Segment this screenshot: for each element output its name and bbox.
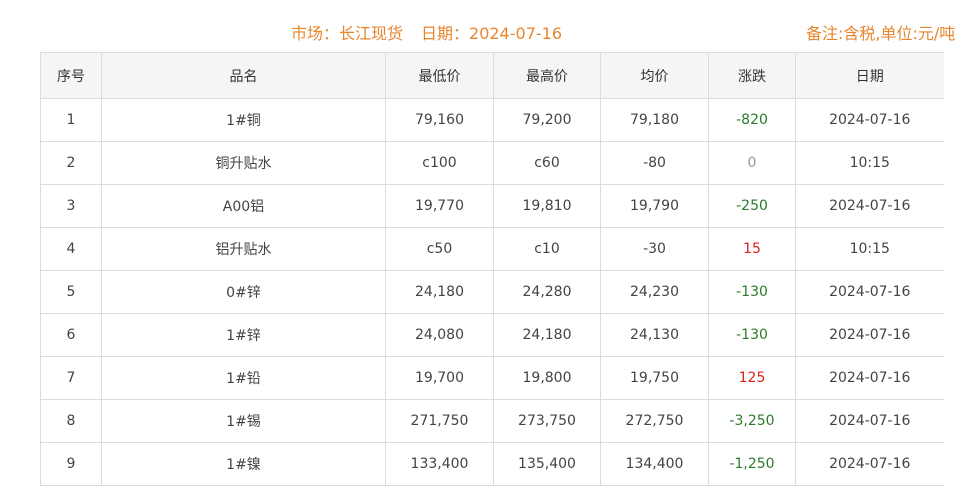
table-row: 1 1#铜 79,160 79,200 79,180 -820 2024-07-16 xyxy=(40,98,944,142)
table-row: 3 A00铝 19,770 19,810 19,790 -250 2024-07-16 xyxy=(40,184,944,228)
cell-avg: 19,750 xyxy=(600,356,709,400)
cell-change: -130 xyxy=(708,270,796,314)
cell-date: 2024-07-16 xyxy=(795,356,944,400)
cell-date: 2024-07-16 xyxy=(795,442,944,486)
cell-no: 6 xyxy=(40,313,102,357)
cell-no: 8 xyxy=(40,399,102,443)
cell-low: c50 xyxy=(385,227,494,271)
cell-name: 铜升贴水 xyxy=(101,141,386,185)
cell-avg: 24,130 xyxy=(600,313,709,357)
unit-note: 备注:含税,单位:元/吨 xyxy=(806,24,956,43)
table-row: 6 1#锌 24,080 24,180 24,130 -130 2024-07-16 xyxy=(40,313,944,357)
header-avg: 均价 xyxy=(600,52,709,99)
cell-no: 2 xyxy=(40,141,102,185)
cell-name: 1#铜 xyxy=(101,98,386,142)
cell-date: 2024-07-16 xyxy=(795,313,944,357)
cell-change: 15 xyxy=(708,227,796,271)
cell-high: c60 xyxy=(493,141,601,185)
cell-high: 24,180 xyxy=(493,313,601,357)
cell-change: -130 xyxy=(708,313,796,357)
date-label: 日期：2024-07-16 xyxy=(421,24,563,43)
table-row: 8 1#锡 271,750 273,750 272,750 -3,250 2024-07-1… xyxy=(40,399,944,443)
cell-no: 9 xyxy=(40,442,102,486)
cell-date: 2024-07-16 xyxy=(795,184,944,228)
cell-date: 2024-07-16 xyxy=(795,270,944,314)
cell-change: -250 xyxy=(708,184,796,228)
cell-low: 79,160 xyxy=(385,98,494,142)
cell-change: 125 xyxy=(708,356,796,400)
header-low: 最低价 xyxy=(385,52,494,99)
cell-low: c100 xyxy=(385,141,494,185)
table-header-row: 序号 品名 最低价 最高价 均价 涨跌 日期 xyxy=(40,52,944,99)
cell-high: 135,400 xyxy=(493,442,601,486)
header-high: 最高价 xyxy=(493,52,601,99)
cell-avg: -80 xyxy=(600,141,709,185)
cell-avg: -30 xyxy=(600,227,709,271)
table-row: 2 铜升贴水 c100 c60 -80 0 10:15 xyxy=(40,141,944,185)
cell-name: 铝升贴水 xyxy=(101,227,386,271)
table-row: 7 1#铅 19,700 19,800 19,750 125 2024-07-16 xyxy=(40,356,944,400)
cell-low: 133,400 xyxy=(385,442,494,486)
cell-date: 10:15 xyxy=(795,141,944,185)
cell-change: 0 xyxy=(708,141,796,185)
cell-no: 1 xyxy=(40,98,102,142)
cell-no: 3 xyxy=(40,184,102,228)
cell-low: 19,770 xyxy=(385,184,494,228)
cell-name: 1#锌 xyxy=(101,313,386,357)
cell-avg: 134,400 xyxy=(600,442,709,486)
cell-low: 271,750 xyxy=(385,399,494,443)
cell-change: -820 xyxy=(708,98,796,142)
cell-no: 5 xyxy=(40,270,102,314)
market-title: 市场：长江现货 日期：2024-07-16 xyxy=(291,20,562,44)
cell-name: A00铝 xyxy=(101,184,386,228)
cell-high: 19,810 xyxy=(493,184,601,228)
cell-low: 19,700 xyxy=(385,356,494,400)
cell-date: 10:15 xyxy=(795,227,944,271)
cell-change: -1,250 xyxy=(708,442,796,486)
cell-avg: 24,230 xyxy=(600,270,709,314)
header-date: 日期 xyxy=(795,52,944,99)
cell-avg: 79,180 xyxy=(600,98,709,142)
cell-date: 2024-07-16 xyxy=(795,98,944,142)
cell-no: 4 xyxy=(40,227,102,271)
cell-date: 2024-07-16 xyxy=(795,399,944,443)
cell-avg: 272,750 xyxy=(600,399,709,443)
cell-high: 24,280 xyxy=(493,270,601,314)
cell-name: 0#锌 xyxy=(101,270,386,314)
cell-low: 24,080 xyxy=(385,313,494,357)
cell-high: 19,800 xyxy=(493,356,601,400)
cell-high: 79,200 xyxy=(493,98,601,142)
table-row: 5 0#锌 24,180 24,280 24,230 -130 2024-07-16 xyxy=(40,270,944,314)
price-table: 序号 品名 最低价 最高价 均价 涨跌 日期 1 1#铜 79,160 79,200 79,180-… xyxy=(40,52,944,486)
cell-name: 1#镍 xyxy=(101,442,386,486)
cell-name: 1#铅 xyxy=(101,356,386,400)
cell-high: 273,750 xyxy=(493,399,601,443)
table-row: 9 1#镍 133,400 135,400 134,400 -1,250 2024-07-1… xyxy=(40,442,944,486)
cell-high: c10 xyxy=(493,227,601,271)
cell-low: 24,180 xyxy=(385,270,494,314)
cell-change: -3,250 xyxy=(708,399,796,443)
header-change: 涨跌 xyxy=(708,52,796,99)
table-row: 4 铝升贴水 c50 c10 -30 15 10:15 xyxy=(40,227,944,271)
market-label: 市场：长江现货 xyxy=(291,24,404,43)
header-no: 序号 xyxy=(40,52,102,99)
cell-avg: 19,790 xyxy=(600,184,709,228)
cell-no: 7 xyxy=(40,356,102,400)
header-name: 品名 xyxy=(101,52,386,99)
cell-name: 1#锡 xyxy=(101,399,386,443)
